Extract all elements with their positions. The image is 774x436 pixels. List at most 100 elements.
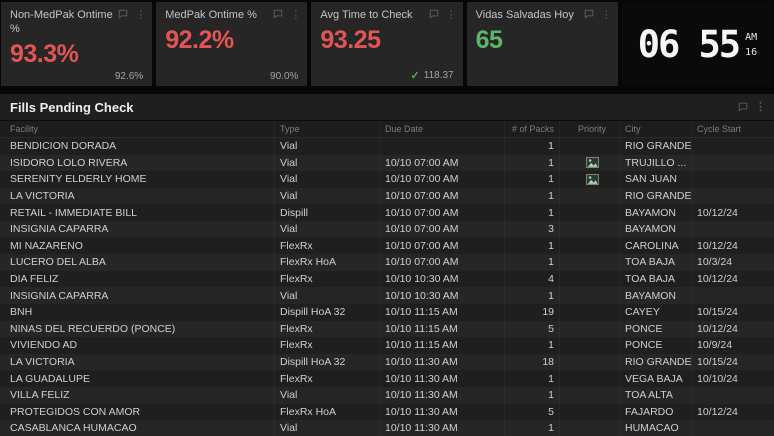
cell-facility: NINAS DEL RECUERDO (PONCE)	[0, 320, 275, 338]
cell-city: BAYAMON	[620, 287, 692, 304]
cell-type: Dispill	[275, 204, 380, 221]
table-row[interactable]: LUCERO DEL ALBA FlexRx HoA 10/10 07:00 AM 1…	[0, 254, 774, 271]
cell-priority	[560, 138, 620, 155]
card-value: 65	[475, 25, 503, 54]
panel-title: Fills Pending Check	[10, 100, 134, 115]
card-actions: ⋮	[584, 6, 612, 24]
cell-facility: BNH	[0, 303, 275, 321]
cell-city: CAROLINA	[620, 237, 692, 255]
card-value: 92.2%	[165, 25, 234, 54]
menu-icon[interactable]: ⋮	[135, 8, 147, 21]
cell-city: TOA BAJA	[620, 254, 692, 271]
cell-due: 10/10 07:00 AM	[380, 204, 505, 221]
table-row[interactable]: VIVIENDO AD FlexRx 10/10 11:15 AM 1 PONCE 10/…	[0, 337, 774, 354]
cell-facility: MI NAZARENO	[0, 237, 275, 255]
card-title: Avg Time to Check	[320, 9, 413, 21]
table-row[interactable]: BENDICION DORADA Vial 1 RIO GRANDE	[0, 138, 774, 155]
cell-priority	[560, 187, 620, 205]
cell-type: Vial	[275, 187, 380, 205]
cell-type: Vial	[275, 220, 380, 238]
cell-due: 10/10 10:30 AM	[380, 270, 505, 288]
cell-facility: LA VICTORIA	[0, 187, 275, 205]
table-row[interactable]: NINAS DEL RECUERDO (PONCE) FlexRx 10/10 11…	[0, 320, 774, 338]
cell-cycle	[692, 155, 774, 172]
cell-due	[380, 138, 505, 155]
cell-priority	[560, 287, 620, 304]
cell-packs: 1	[505, 237, 560, 255]
clock-side: AM 16	[745, 28, 757, 60]
cell-facility: INSIGNIA CAPARRA	[0, 220, 275, 238]
comment-icon[interactable]	[738, 100, 748, 115]
cell-priority	[560, 204, 620, 221]
table-row[interactable]: RETAIL - IMMEDIATE BILL Dispill 10/10 07:0…	[0, 204, 774, 221]
comment-icon[interactable]	[273, 6, 283, 24]
cell-priority	[560, 254, 620, 271]
cell-packs: 1	[505, 254, 560, 271]
cell-priority	[560, 370, 620, 387]
comment-icon[interactable]	[429, 6, 439, 24]
card-title: Vidas Salvadas Hoy	[475, 9, 574, 21]
cell-due: 10/10 07:00 AM	[380, 254, 505, 271]
menu-icon[interactable]: ⋮	[755, 101, 766, 113]
cell-type: Vial	[275, 386, 380, 404]
col-type[interactable]: Type	[275, 121, 380, 137]
table-row[interactable]: INSIGNIA CAPARRA Vial 10/10 07:00 AM 3 BAYAM…	[0, 220, 774, 238]
table-row[interactable]: LA GUADALUPE FlexRx 10/10 11:30 AM 1 VEGA BA…	[0, 370, 774, 387]
cell-priority	[560, 303, 620, 321]
cell-facility: CASABLANCA HUMACAO	[0, 420, 275, 436]
table-row[interactable]: MI NAZARENO FlexRx 10/10 07:00 AM 1 CAROLINA…	[0, 237, 774, 255]
comment-icon[interactable]	[118, 6, 128, 24]
table-row[interactable]: PROTEGIDOS CON AMOR FlexRx HoA 10/10 11:30…	[0, 403, 774, 421]
cell-priority	[560, 154, 620, 172]
cell-packs: 1	[505, 337, 560, 354]
cell-type: Vial	[275, 420, 380, 436]
table-header: Facility Type Due Date # of Packs Priori…	[0, 121, 774, 138]
check-icon: ✓	[410, 70, 420, 82]
cell-packs: 4	[505, 270, 560, 288]
cell-facility: PROTEGIDOS CON AMOR	[0, 403, 275, 421]
cell-priority	[560, 420, 620, 436]
col-facility[interactable]: Facility	[0, 121, 275, 137]
cell-city: BAYAMON	[620, 204, 692, 221]
table-row[interactable]: DIA FELIZ FlexRx 10/10 10:30 AM 4 TOA BAJA 10…	[0, 270, 774, 288]
cell-facility: LA VICTORIA	[0, 353, 275, 371]
col-city[interactable]: City	[620, 121, 692, 137]
cell-packs: 1	[505, 370, 560, 387]
comment-icon[interactable]	[584, 6, 594, 24]
cell-type: FlexRx HoA	[275, 403, 380, 421]
cell-due: 10/10 07:00 AM	[380, 171, 505, 188]
menu-icon[interactable]: ⋮	[445, 8, 457, 21]
cell-type: Vial	[275, 138, 380, 155]
table-row[interactable]: INSIGNIA CAPARRA Vial 10/10 10:30 AM 1 BAYAM…	[0, 287, 774, 304]
table-row[interactable]: LA VICTORIA Dispill HoA 32 10/10 11:30 AM 1…	[0, 353, 774, 371]
cell-priority	[560, 337, 620, 354]
card-value: 93.3%	[10, 39, 79, 68]
cell-packs: 19	[505, 303, 560, 321]
menu-icon[interactable]: ⋮	[600, 8, 612, 21]
cell-city: TOA BAJA	[620, 270, 692, 288]
col-due-date[interactable]: Due Date	[380, 121, 505, 137]
cell-type: FlexRx HoA	[275, 254, 380, 271]
table-row[interactable]: LA VICTORIA Vial 10/10 07:00 AM 1 RIO GRANDE	[0, 187, 774, 205]
col-cycle-start[interactable]: Cycle Start	[697, 124, 742, 134]
cell-city: HUMACAO	[620, 420, 692, 436]
table-row[interactable]: BNH Dispill HoA 32 10/10 11:15 AM 19 CAYEY 10…	[0, 303, 774, 321]
cell-due: 10/10 11:30 AM	[380, 420, 505, 436]
cell-facility: RETAIL - IMMEDIATE BILL	[0, 204, 275, 221]
col-priority[interactable]: Priority	[560, 121, 620, 137]
table-row[interactable]: SERENITY ELDERLY HOME Vial 10/10 07:00 AM 1…	[0, 171, 774, 188]
menu-icon[interactable]: ⋮	[290, 8, 302, 21]
col-num-packs[interactable]: # of Packs	[505, 121, 560, 137]
kpi-row: ⋮ Non-MedPak Ontime % 93.3% 92.6% ⋮ MedP…	[0, 0, 774, 86]
table-row[interactable]: VILLA FELIZ Vial 10/10 11:30 AM 1 TOA ALTA	[0, 386, 774, 404]
cell-due: 10/10 11:15 AM	[380, 320, 505, 338]
table-row[interactable]: ISIDORO LOLO RIVERA Vial 10/10 07:00 AM 1 TR…	[0, 154, 774, 172]
cell-type: FlexRx	[275, 237, 380, 255]
cell-city: RIO GRANDE	[620, 138, 692, 155]
cell-priority	[560, 270, 620, 288]
cell-city: TRUJILLO ...	[620, 154, 692, 172]
cell-cycle: 10/9/24	[697, 339, 733, 352]
table-row[interactable]: CASABLANCA HUMACAO Vial 10/10 11:30 AM 1 HUM…	[0, 420, 774, 436]
cell-city: RIO GRANDE	[620, 187, 692, 205]
cell-facility: LA GUADALUPE	[0, 370, 275, 387]
